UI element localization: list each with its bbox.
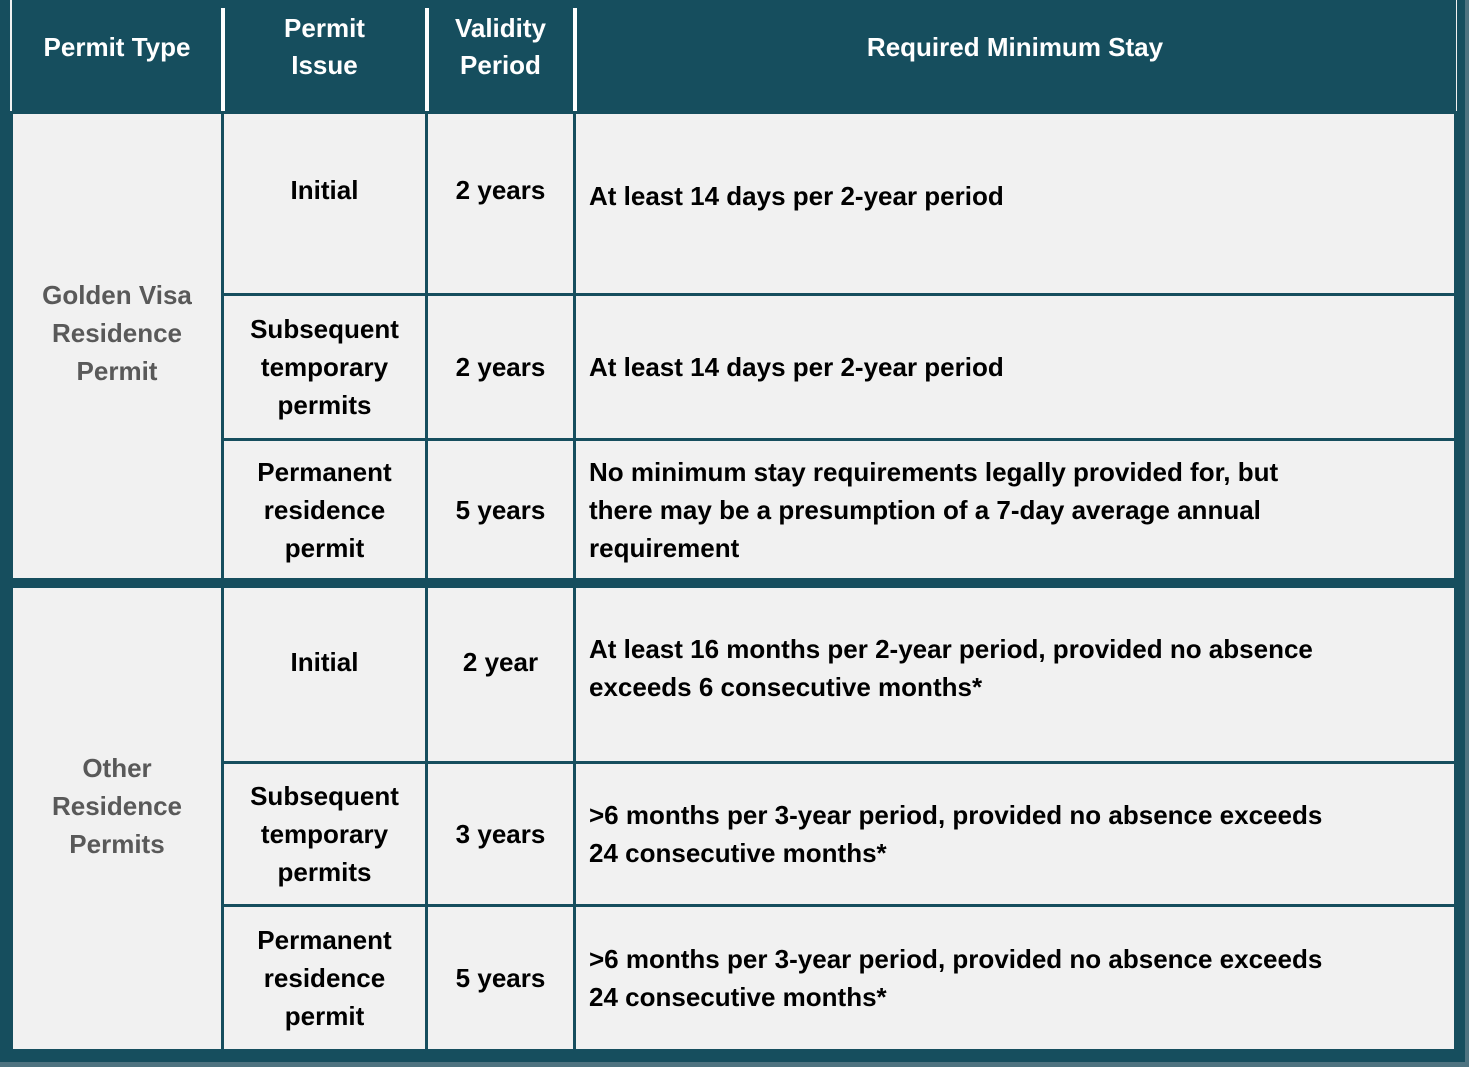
section-other-residence: Other Residence Permits Initial 2 year A… [10, 578, 1457, 1053]
cell-required-minimum-stay: At least 14 days per 2-year period [573, 292, 1457, 441]
cell-required-minimum-stay: At least 16 months per 2-year period, pr… [573, 578, 1457, 765]
cell-permit-issue: Initial [221, 110, 428, 296]
section-golden-visa: Golden Visa Residence Permit Initial 2 y… [10, 110, 1457, 589]
cell-validity-period: 5 years [425, 904, 576, 1052]
cell-permit-type: Golden Visa Residence Permit [10, 110, 224, 589]
cell-required-minimum-stay: No minimum stay requirements legally pro… [573, 437, 1457, 589]
cell-validity-period: 2 years [425, 292, 576, 441]
table-header: Permit Type Permit Issue Validity Period… [11, 0, 1456, 112]
column-header-permit-issue: Permit Issue [222, 0, 429, 112]
permits-table: Permit Type Permit Issue Validity Period… [10, 0, 1457, 1053]
cell-required-minimum-stay: At least 14 days per 2-year period [573, 110, 1457, 296]
cell-permit-issue: Initial [221, 578, 428, 765]
cell-permit-issue: Permanent residence permit [221, 437, 428, 589]
table-row: Golden Visa Residence Permit Initial 2 y… [10, 110, 1457, 589]
cell-validity-period: 5 years [425, 437, 576, 589]
table-row: Subsequent temporary permits 2 years At … [12, 292, 1457, 441]
column-header-required-minimum-stay: Required Minimum Stay [574, 0, 1456, 112]
cell-required-minimum-stay: >6 months per 3-year period, provided no… [573, 761, 1457, 908]
column-header-permit-type: Permit Type [11, 0, 225, 112]
cell-permit-issue: Subsequent temporary permits [221, 761, 428, 908]
table-row: Permanent residence permit 5 years No mi… [12, 437, 1457, 589]
cell-required-minimum-stay: >6 months per 3-year period, provided no… [573, 904, 1457, 1052]
cell-validity-period: 2 year [425, 578, 576, 765]
table-row: Other Residence Permits Initial 2 year A… [10, 578, 1457, 1053]
cell-validity-period: 3 years [425, 761, 576, 908]
cell-validity-period: 2 years [425, 110, 576, 296]
cell-permit-issue: Subsequent temporary permits [221, 292, 428, 441]
column-header-validity-period: Validity Period [426, 0, 577, 112]
cell-permit-issue: Permanent residence permit [221, 904, 428, 1052]
header-row: Permit Type Permit Issue Validity Period… [11, 0, 1456, 112]
table-row: Permanent residence permit 5 years >6 mo… [12, 904, 1457, 1052]
table-row: Subsequent temporary permits 3 years >6 … [12, 761, 1457, 908]
cell-permit-type: Other Residence Permits [10, 578, 224, 1053]
